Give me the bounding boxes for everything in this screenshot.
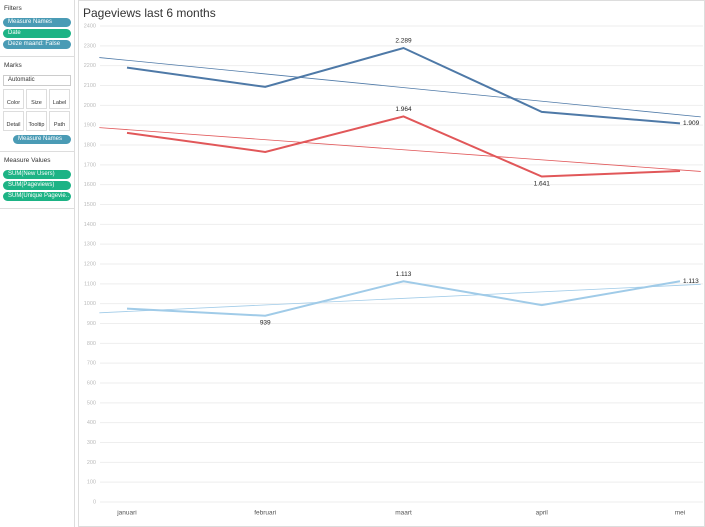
y-tick-label: 200	[87, 460, 96, 466]
section-title: Filters	[4, 5, 22, 12]
series-line	[126, 280, 681, 317]
y-tick-label: 1300	[84, 242, 96, 248]
y-tick-label: 0	[93, 499, 96, 505]
trend-line	[99, 127, 701, 172]
sidebar: Filters Measure Names Date Deze maand: F…	[0, 0, 75, 527]
y-tick-label: 1600	[84, 182, 96, 188]
measure-pill[interactable]: SUM(Unique Pagevie..	[3, 192, 71, 201]
y-tick-label: 2400	[84, 23, 96, 29]
data-label: 1.964	[395, 106, 412, 113]
data-label: 1.113	[683, 278, 699, 285]
y-tick-label: 1000	[84, 301, 96, 307]
mark-button[interactable]: Label	[49, 89, 70, 109]
y-tick-label: 1400	[84, 222, 96, 228]
y-tick-label: 800	[87, 341, 96, 347]
y-tick-label: 2200	[84, 63, 96, 69]
y-tick-label: 500	[87, 400, 96, 406]
y-tick-label: 400	[87, 420, 96, 426]
data-label: 2.289	[395, 38, 412, 45]
mark-button[interactable]: Color	[3, 89, 24, 109]
measure-pill[interactable]: SUM(Pageviews)	[3, 181, 71, 190]
chart: Pageviews last 6 months 0 100 200 300 400 500…	[78, 0, 705, 527]
y-tick-label: 100	[87, 480, 96, 486]
section-title: Measure Values	[4, 157, 51, 164]
y-tick-label: 1500	[84, 202, 96, 208]
x-tick-label: januari	[116, 510, 137, 517]
data-label: 1.113	[396, 271, 412, 278]
y-tick-label: 1900	[84, 123, 96, 129]
filters-shelf: Filters Measure Names Date Deze maand: F…	[0, 0, 74, 57]
mark-buttons: Color Size Label Detail Tooltip Path	[3, 89, 71, 131]
trend-line	[99, 57, 701, 118]
mark-button[interactable]: Tooltip	[26, 111, 47, 131]
trend-line	[99, 283, 701, 314]
measure-values-shelf: Measure Values SUM(New Users) SUM(Pagevi…	[0, 152, 74, 209]
x-tick-label: april	[536, 510, 549, 517]
y-tick-label: 1200	[84, 261, 96, 267]
x-tick-label: februari	[254, 510, 276, 517]
chart-title: Pageviews last 6 months	[83, 6, 216, 20]
marks-pill[interactable]: Measure Names	[13, 135, 71, 144]
y-tick-label: 600	[87, 380, 96, 386]
x-tick-label: maart	[395, 510, 412, 517]
y-tick-label: 2100	[84, 83, 96, 89]
data-label: 1.909	[683, 120, 700, 127]
mark-button[interactable]: Size	[26, 89, 47, 109]
y-tick-label: 1700	[84, 162, 96, 168]
y-tick-label: 1800	[84, 142, 96, 148]
x-tick-label: mei	[675, 510, 685, 517]
mark-button[interactable]: Detail	[3, 111, 24, 131]
y-tick-label: 700	[87, 361, 96, 367]
section-title: Marks	[4, 62, 22, 69]
filter-pill[interactable]: Date	[3, 29, 71, 38]
marks-card: Marks Automatic Color Size Label Detail …	[0, 57, 74, 152]
mark-type-dropdown[interactable]: Automatic	[3, 75, 71, 86]
data-label: 1.641	[534, 180, 551, 187]
mark-button[interactable]: Path	[49, 111, 70, 131]
filter-pill[interactable]: Deze maand: False	[3, 40, 71, 49]
measure-pill[interactable]: SUM(New Users)	[3, 170, 71, 179]
y-tick-label: 300	[87, 440, 96, 446]
series-line	[126, 115, 681, 178]
y-tick-label: 2300	[84, 43, 96, 49]
filter-pill[interactable]: Measure Names	[3, 18, 71, 27]
y-tick-label: 1100	[84, 281, 96, 287]
y-tick-label: 900	[87, 321, 96, 327]
series-line	[126, 46, 681, 125]
data-label: 939	[260, 319, 271, 326]
y-tick-label: 2000	[84, 103, 96, 109]
